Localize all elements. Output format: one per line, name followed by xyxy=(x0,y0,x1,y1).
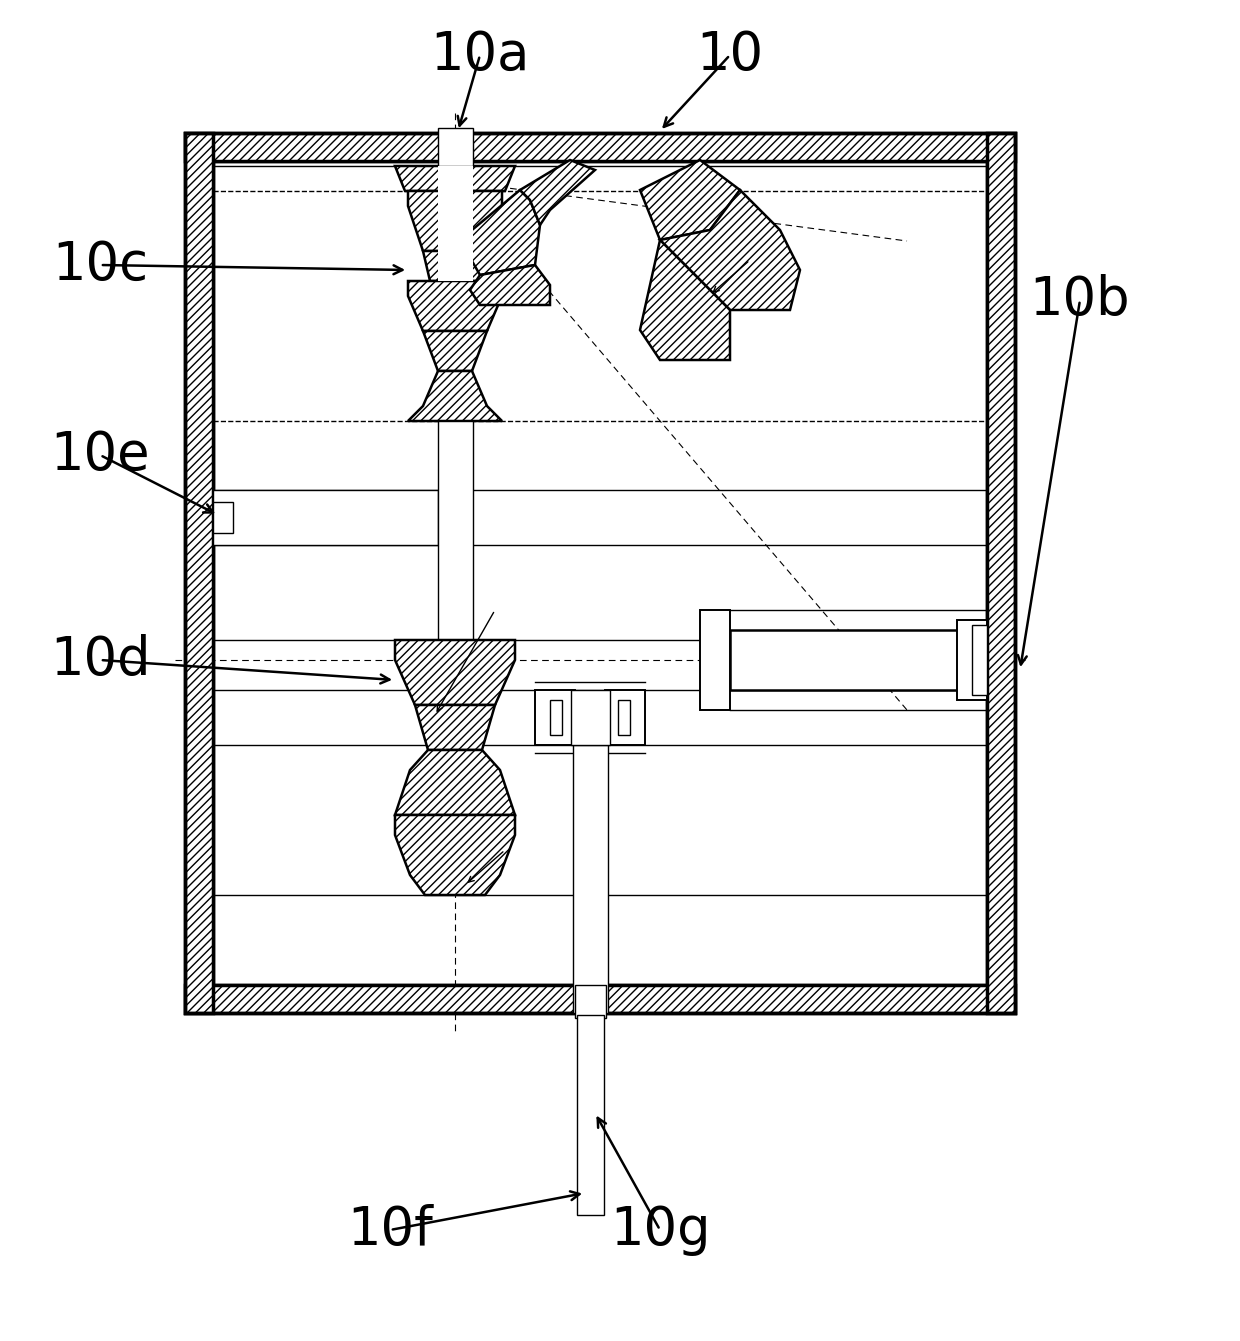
Bar xyxy=(185,133,1016,161)
Bar xyxy=(730,630,987,691)
Bar xyxy=(605,691,645,746)
Bar xyxy=(573,746,608,1012)
Polygon shape xyxy=(460,190,539,275)
Bar xyxy=(570,691,610,746)
Bar xyxy=(185,133,213,1012)
Bar xyxy=(957,620,987,700)
Bar xyxy=(551,700,562,735)
Bar xyxy=(185,986,1016,1012)
Polygon shape xyxy=(470,266,551,304)
Text: 10d: 10d xyxy=(50,634,150,687)
Text: 10a: 10a xyxy=(430,30,529,80)
Polygon shape xyxy=(396,640,515,705)
Text: 10g: 10g xyxy=(610,1204,711,1257)
Polygon shape xyxy=(640,160,740,240)
Polygon shape xyxy=(396,166,515,190)
Bar xyxy=(534,691,575,746)
Polygon shape xyxy=(408,190,502,251)
Bar xyxy=(438,166,472,282)
Polygon shape xyxy=(396,815,515,894)
Bar xyxy=(185,133,1016,1012)
Bar xyxy=(438,127,472,166)
Text: 10e: 10e xyxy=(51,429,150,481)
Polygon shape xyxy=(408,371,502,421)
Bar xyxy=(987,133,1016,1012)
Bar xyxy=(438,421,472,640)
Bar xyxy=(213,489,438,544)
Text: 10b: 10b xyxy=(1029,274,1131,326)
Polygon shape xyxy=(660,190,800,310)
Bar xyxy=(575,986,606,1018)
Polygon shape xyxy=(408,282,502,331)
Polygon shape xyxy=(415,705,495,750)
Bar xyxy=(618,700,630,735)
Bar xyxy=(577,1015,604,1215)
Text: 10: 10 xyxy=(697,30,764,80)
Text: 10c: 10c xyxy=(52,239,148,291)
Bar xyxy=(701,610,730,709)
Polygon shape xyxy=(640,240,730,359)
Polygon shape xyxy=(520,160,595,225)
Polygon shape xyxy=(396,750,515,815)
Polygon shape xyxy=(423,331,487,371)
Polygon shape xyxy=(423,251,487,282)
Bar xyxy=(213,161,987,986)
Bar xyxy=(972,625,987,695)
Bar xyxy=(213,502,233,532)
Text: 10f: 10f xyxy=(347,1204,433,1257)
